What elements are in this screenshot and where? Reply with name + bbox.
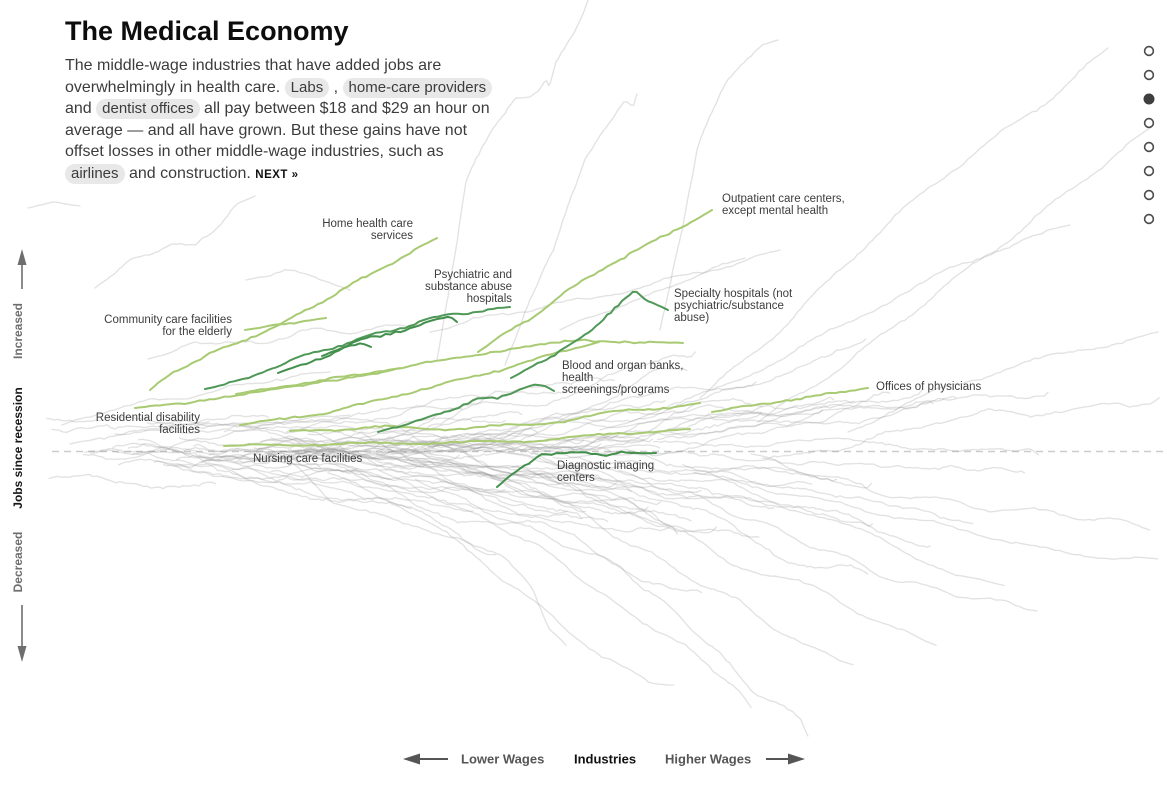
svg-text:services: services [371,230,413,242]
svg-text:Diagnostic imaging: Diagnostic imaging [557,460,654,472]
svg-text:Increased: Increased [11,303,25,359]
svg-text:Specialty hospitals (not: Specialty hospitals (not [674,288,793,300]
svg-text:Outpatient care centers,: Outpatient care centers, [722,193,845,205]
svg-text:for the elderly: for the elderly [162,326,232,338]
svg-text:Community care facilities: Community care facilities [104,314,232,326]
svg-text:Home health care: Home health care [322,218,413,230]
svg-text:Psychiatric and: Psychiatric and [434,269,512,281]
svg-text:screenings/programs: screenings/programs [562,384,670,396]
svg-text:Industries: Industries [574,752,636,767]
svg-text:Nursing care facilities: Nursing care facilities [253,453,363,465]
svg-text:psychiatric/substance: psychiatric/substance [674,300,784,312]
svg-text:except mental health: except mental health [722,205,828,217]
svg-text:Decreased: Decreased [11,532,25,593]
svg-text:Residential disability: Residential disability [96,412,200,424]
svg-text:centers: centers [557,472,595,484]
svg-text:Jobs since recession: Jobs since recession [11,387,25,508]
svg-text:Offices of physicians: Offices of physicians [876,381,982,393]
svg-text:health: health [562,372,593,384]
svg-text:Higher Wages: Higher Wages [665,752,751,767]
svg-text:facilities: facilities [159,424,200,436]
svg-text:hospitals: hospitals [467,293,513,305]
svg-text:Blood and organ banks,: Blood and organ banks, [562,360,683,372]
svg-text:abuse): abuse) [674,312,709,324]
svg-text:substance abuse: substance abuse [425,281,512,293]
svg-text:Lower Wages: Lower Wages [461,752,544,767]
